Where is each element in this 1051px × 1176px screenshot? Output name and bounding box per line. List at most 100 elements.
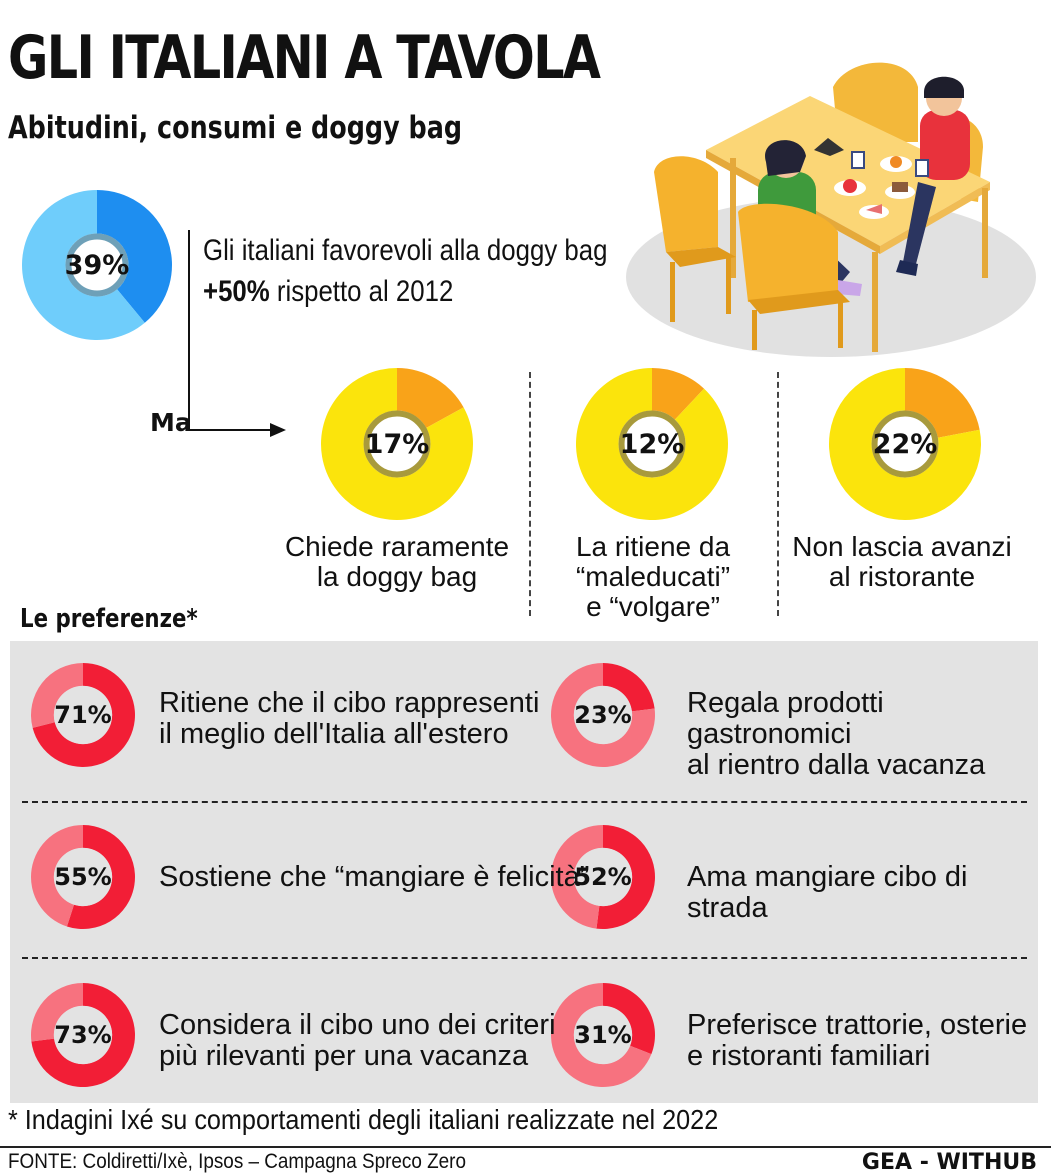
donut-hole <box>573 685 633 745</box>
page-subtitle: Abitudini, consumi e doggy bag <box>8 110 463 146</box>
donut-value-label: 22% <box>872 428 938 460</box>
donut-svg <box>321 368 473 520</box>
donut-value-label: 12% <box>619 428 685 460</box>
donut-svg <box>22 190 173 340</box>
donut-svg <box>30 825 135 929</box>
pref-line: più rilevanti per una vacanza <box>159 1040 529 1072</box>
donut-hole <box>53 685 113 745</box>
slice-highlight <box>97 190 173 323</box>
donut-chart-pref-1: 71% <box>30 662 136 768</box>
pref-text-6: Preferisce trattorie, osterie e ristoran… <box>687 1010 1027 1072</box>
pref-line: Preferisce trattorie, osterie <box>687 1009 1028 1041</box>
pref-line: e ristoranti familiari <box>687 1040 931 1072</box>
slice-rest <box>30 825 83 927</box>
slice-rest <box>321 368 473 520</box>
slice-highlight <box>905 368 980 438</box>
pref-line: Sostiene che “mangiare è felicità” <box>159 861 590 893</box>
caption-line: al ristorante <box>828 561 976 592</box>
source-text: FONTE: Coldiretti/Ixè, Ipsos – Campagna … <box>8 1150 466 1173</box>
pref-line: Considera il cibo uno dei criteri <box>159 1009 556 1041</box>
brand-logo: GEA - WITHUB <box>861 1150 1037 1175</box>
row-divider <box>22 801 1027 803</box>
caption-no-leftovers: Non lascia avanzi al ristorante <box>786 532 1018 592</box>
donut-svg <box>550 825 655 929</box>
caption-line: La ritiene da <box>575 531 731 562</box>
separator <box>529 372 531 616</box>
donut-value-label: 73% <box>54 1021 112 1049</box>
donut-hole <box>53 847 113 907</box>
pref-text-3: Sostiene che “mangiare è felicità” <box>159 862 589 893</box>
separator <box>777 372 779 616</box>
slice-highlight <box>652 368 705 420</box>
donut-svg <box>551 983 655 1087</box>
pref-text-5: Considera il cibo uno dei criteri più ri… <box>159 1010 556 1072</box>
slice-highlight <box>32 663 135 767</box>
pref-line: al rientro dalla vacanza <box>687 749 986 781</box>
connector-label: Ma <box>150 408 192 437</box>
donut-chart-favorable: 39% <box>21 189 173 341</box>
donut-svg <box>30 663 135 767</box>
donut-chart-pref-6: 31% <box>550 982 656 1088</box>
caption-line: Chiede raramente <box>284 531 510 562</box>
pref-text-1: Ritiene che il cibo rappresenti il megli… <box>159 688 539 750</box>
increase-text: rispetto al 2012 <box>269 275 454 308</box>
pref-text-2: Regala prodotti gastronomici al rientro … <box>687 688 1051 781</box>
donut-hole <box>363 410 431 478</box>
pref-line: Ama mangiare cibo di strada <box>687 861 968 924</box>
donut-value-label: 55% <box>54 863 112 891</box>
donut-svg <box>829 368 981 520</box>
caption-line: la doggy bag <box>316 561 478 592</box>
donut-hole <box>65 233 129 297</box>
slice-rest <box>576 368 728 520</box>
donut-hole <box>53 1005 113 1065</box>
donut-svg <box>551 663 655 767</box>
donut-value-label: 71% <box>54 701 112 729</box>
page-title: GLI ITALIANI A TAVOLA <box>8 23 601 93</box>
caption-rarely-asks: Chiede raramente la doggy bag <box>277 532 517 592</box>
donut-hole <box>573 847 633 907</box>
main-stat-line2: +50% rispetto al 2012 <box>203 275 453 309</box>
dining-table-illustration <box>626 62 1036 357</box>
slice-highlight <box>397 368 464 428</box>
caption-line: “maleducati” <box>575 561 731 592</box>
donut-hole <box>573 1005 633 1065</box>
increase-value: +50% <box>203 275 270 308</box>
donut-chart-pref-4: 52% <box>550 824 656 930</box>
donut-chart-rarely-asks: 17% <box>320 367 474 521</box>
donut-chart-pref-2: 23% <box>550 662 656 768</box>
donut-value-label: 17% <box>364 428 430 460</box>
donut-value-label: 31% <box>574 1021 632 1049</box>
donut-hole <box>618 410 686 478</box>
slice-rest <box>550 825 603 929</box>
slice-highlight <box>596 825 655 929</box>
donut-value-label: 52% <box>574 863 632 891</box>
main-stat-line1: Gli italiani favorevoli alla doggy bag <box>203 234 608 267</box>
connector-arrow-icon <box>188 230 286 437</box>
donut-chart-no-leftovers: 22% <box>828 367 982 521</box>
donut-svg <box>31 983 136 1087</box>
donut-chart-pref-3: 55% <box>30 824 136 930</box>
footnote: * Indagini Ixé su comportamenti degli it… <box>8 1104 719 1135</box>
donut-chart-pref-5: 73% <box>30 982 136 1088</box>
slice-rest <box>551 663 655 767</box>
preferences-panel <box>10 641 1038 1103</box>
caption-rude: La ritiene da “maleducati” e “volgare” <box>540 532 766 622</box>
pref-line: il meglio dell'Italia all'estero <box>159 718 509 750</box>
pref-line: Ritiene che il cibo rappresenti <box>159 687 540 719</box>
caption-line: e “volgare” <box>586 591 720 622</box>
pref-line: Regala prodotti gastronomici <box>687 687 884 750</box>
donut-value-label: 23% <box>574 701 632 729</box>
slice-rest <box>22 190 145 340</box>
pref-text-4: Ama mangiare cibo di strada <box>687 862 1051 924</box>
slice-highlight <box>66 825 135 929</box>
slice-rest <box>829 368 981 520</box>
preferences-heading: Le preferenze* <box>20 604 198 634</box>
slice-rest <box>31 983 83 1042</box>
donut-svg <box>576 368 728 520</box>
slice-rest <box>551 983 652 1087</box>
slice-highlight <box>31 983 136 1087</box>
footer-rule <box>0 1146 1051 1148</box>
slice-rest <box>30 663 83 728</box>
caption-line: Non lascia avanzi <box>792 531 1012 562</box>
slice-highlight <box>603 983 655 1055</box>
